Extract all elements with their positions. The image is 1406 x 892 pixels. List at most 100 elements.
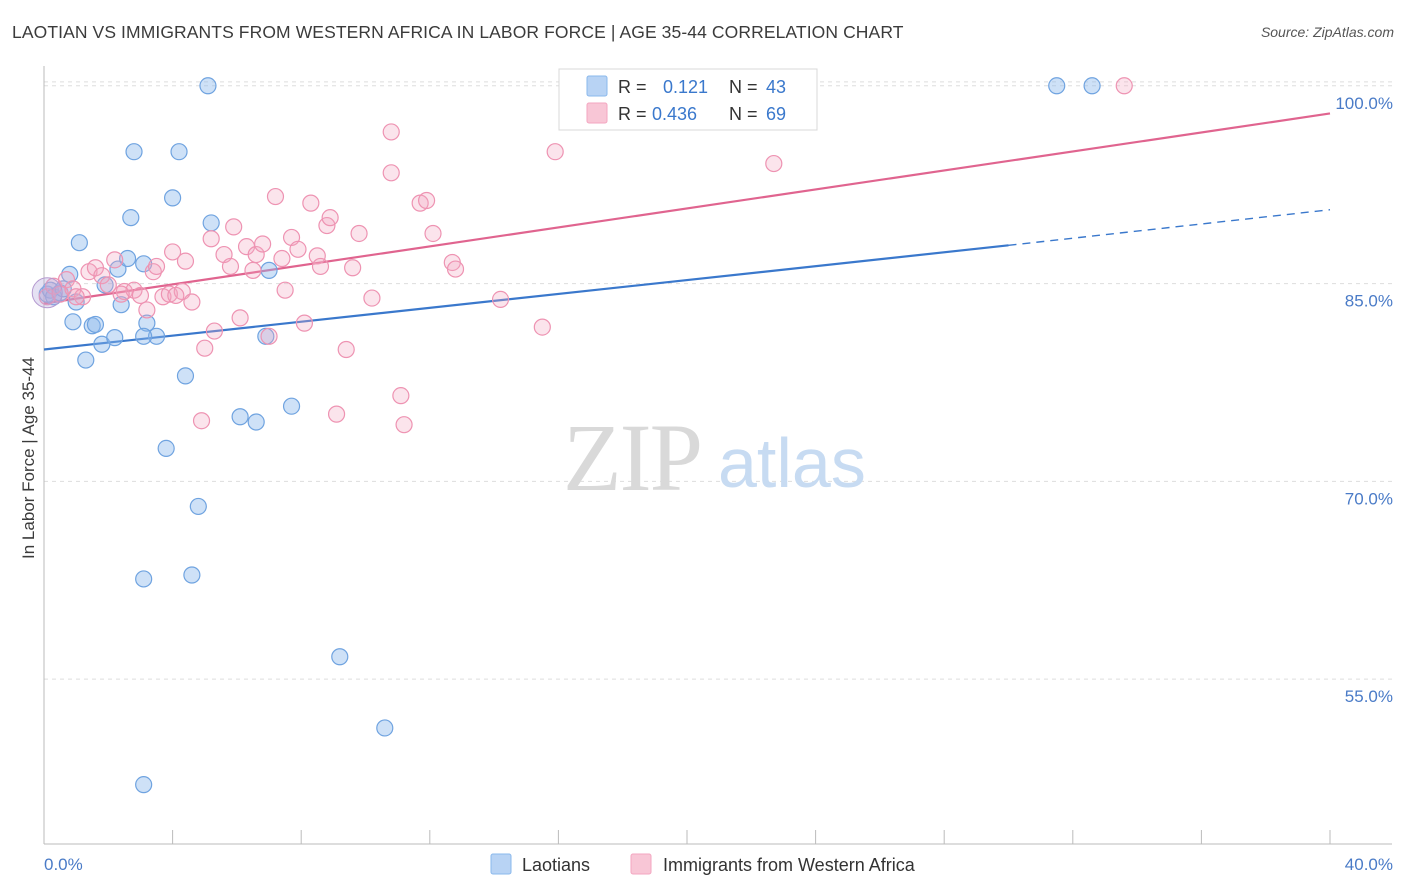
western-africa-point [106, 251, 124, 269]
y-tick-label: 100.0% [1335, 94, 1393, 113]
western-africa-point [295, 314, 314, 332]
western-africa-point [382, 164, 400, 182]
y-tick-label: 85.0% [1345, 292, 1393, 311]
laotian-point [109, 260, 127, 278]
y-tick-label: 55.0% [1345, 687, 1393, 706]
chart-title: LAOTIAN VS IMMIGRANTS FROM WESTERN AFRIC… [12, 22, 904, 42]
western-africa-point [276, 281, 294, 299]
bottom-legend-label-western-africa[interactable]: Immigrants from Western Africa [663, 855, 916, 875]
laotian-point [135, 570, 153, 588]
legend-swatch-western-africa [586, 102, 608, 124]
western-africa-point [273, 249, 291, 268]
western-africa-point [183, 293, 201, 311]
laotian-point [70, 234, 88, 252]
western-africa-point [395, 416, 413, 434]
axes [43, 66, 1392, 845]
watermark: ZIP atlas [563, 404, 866, 511]
legend-r-label-western-africa: R = [618, 104, 647, 124]
laotian-point [118, 249, 137, 268]
laotian-point [86, 315, 105, 334]
legend-r-value-laotians: 0.121 [663, 77, 708, 97]
laotian-point [176, 367, 195, 385]
western-africa-point [424, 224, 442, 243]
laotian-point [135, 327, 153, 345]
x-tick-label-max: 40.0% [1345, 855, 1393, 874]
legend-n-value-western-africa: 69 [766, 104, 786, 124]
laotian-point [164, 189, 182, 207]
western-africa-point [765, 154, 783, 173]
bottom-legend-label-laotians[interactable]: Laotians [522, 855, 590, 875]
laotian-point [376, 719, 394, 737]
western-africa-point [221, 257, 240, 276]
laotian-point [189, 497, 207, 516]
x-tick-label-min: 0.0% [44, 855, 83, 874]
western-africa-point [147, 257, 166, 276]
western-africa-point [446, 260, 465, 278]
western-africa-point [205, 322, 223, 340]
western-africa-point [321, 209, 339, 227]
western-africa-point [57, 271, 76, 289]
laotian-point [122, 209, 140, 227]
western-africa-point [363, 289, 381, 307]
grid-lines: 55.0% 70.0% 85.0% 100.0% [44, 81, 1393, 706]
western-africa-point [99, 276, 117, 294]
laotian-point [77, 351, 95, 369]
bottom-legend-swatch-western-africa[interactable] [630, 853, 652, 875]
western-africa-point [350, 224, 368, 243]
laotian-point [1083, 77, 1101, 95]
legend-r-value-western-africa: 0.436 [652, 104, 697, 124]
y-tick-label: 70.0% [1345, 489, 1393, 508]
laotian-point [135, 776, 153, 794]
laotian-point [231, 408, 249, 426]
western-africa-point [546, 143, 564, 161]
laotian-point [125, 143, 143, 161]
western-africa-point [254, 235, 272, 253]
source-label[interactable]: Source: ZipAtlas.com [1260, 24, 1394, 40]
bottom-legend-swatch-laotians[interactable] [490, 853, 512, 875]
laotian-point [1048, 77, 1066, 95]
laotians-trend-line [43, 244, 1009, 351]
legend-n-label-western-africa: N = [729, 104, 758, 124]
western-africa-trend-line [43, 112, 1331, 305]
western-africa-point [417, 191, 436, 210]
western-africa-point [533, 318, 551, 336]
western-africa-point [38, 288, 56, 306]
laotian-point [247, 413, 265, 431]
legend-n-label-laotians: N = [729, 77, 758, 97]
western-africa-point [112, 285, 130, 303]
y-axis-title: In Labor Force | Age 35-44 [19, 357, 38, 559]
legend-n-value-laotians: 43 [766, 77, 786, 97]
western-africa-point [337, 340, 355, 359]
laotian-point [147, 327, 166, 345]
western-africa-point [138, 301, 156, 319]
laotian-point [157, 439, 175, 458]
laotian-point [54, 280, 72, 298]
western-africa-point [73, 288, 92, 306]
laotian-point [106, 329, 124, 347]
stats-legend: R = 0.121 N = 43 R = 0.436 N = 69 [558, 68, 818, 131]
western-africa-point [164, 243, 182, 261]
western-africa-point [247, 245, 265, 264]
laotian-point [61, 265, 79, 283]
legend-r-label-laotians: R = [618, 77, 647, 97]
laotian-point [202, 214, 220, 232]
western-africa-point [260, 327, 278, 345]
western-africa-point [202, 230, 220, 248]
series-legend: Laotians Immigrants from Western Africa [490, 853, 916, 875]
western-africa-point [1115, 77, 1133, 95]
laotian-point [331, 648, 349, 666]
western-africa-point [176, 252, 195, 270]
western-africa-point [244, 261, 262, 279]
western-africa-point [344, 259, 362, 277]
western-africa-point [93, 267, 111, 285]
western-africa-point [266, 187, 285, 206]
laotian-point [170, 143, 188, 161]
data-points [31, 77, 1133, 794]
western-africa-point [144, 263, 162, 281]
laotian-point [183, 566, 201, 584]
western-africa-point [225, 218, 243, 236]
western-africa-point [382, 123, 400, 141]
western-africa-point [131, 286, 150, 305]
laotian-point [199, 77, 217, 95]
cluster-point [31, 277, 63, 309]
